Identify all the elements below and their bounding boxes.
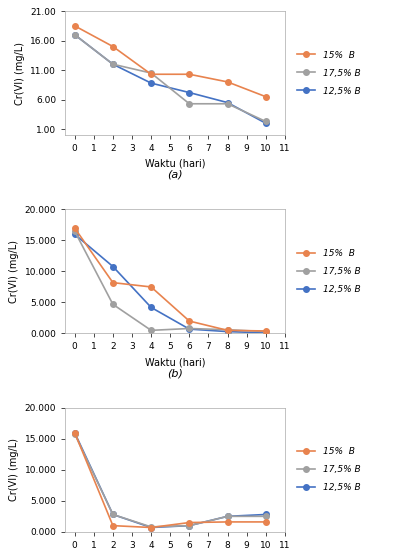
17,5% B [225,100,230,107]
17,5% B [225,326,230,333]
17,5% B [187,522,192,529]
12,5% B [225,329,230,335]
17,5% B [149,524,153,530]
17,5% B [149,327,153,334]
12,5% B [187,326,192,332]
12,5% B [72,231,77,238]
Legend: 15%  B, 17,5% B, 12,5% B: 15% B, 17,5% B, 12,5% B [294,444,364,496]
15%  B [149,71,153,78]
Legend: 15%  B, 17,5% B, 12,5% B: 15% B, 17,5% B, 12,5% B [294,245,364,297]
15%  B [72,23,77,29]
17,5% B [110,511,115,518]
15%  B [263,519,268,525]
17,5% B [263,329,268,335]
Line: 15%  B: 15% B [72,23,269,100]
17,5% B [187,325,192,332]
Text: (b): (b) [167,368,183,378]
15%  B [225,79,230,85]
12,5% B [149,80,153,86]
Legend: 15%  B, 17,5% B, 12,5% B: 15% B, 17,5% B, 12,5% B [294,47,364,99]
12,5% B [110,61,115,68]
15%  B [225,519,230,525]
Line: 15%  B: 15% B [72,225,269,334]
Line: 12,5% B: 12,5% B [72,430,269,530]
12,5% B [263,120,268,126]
17,5% B [110,61,115,68]
12,5% B [149,304,153,311]
12,5% B [225,513,230,520]
Y-axis label: Cr(VI) (mg/L): Cr(VI) (mg/L) [9,438,19,501]
Line: 15%  B: 15% B [72,430,269,530]
12,5% B [110,263,115,270]
12,5% B [225,99,230,106]
15%  B [110,279,115,286]
15%  B [72,225,77,232]
X-axis label: Waktu (hari): Waktu (hari) [145,158,205,168]
15%  B [225,327,230,334]
17,5% B [263,513,268,520]
17,5% B [225,513,230,520]
Text: (a): (a) [167,170,183,179]
15%  B [110,43,115,50]
17,5% B [72,228,77,234]
Line: 12,5% B: 12,5% B [72,232,269,336]
12,5% B [149,524,153,531]
12,5% B [110,511,115,518]
17,5% B [187,100,192,107]
15%  B [149,284,153,290]
Line: 17,5% B: 17,5% B [72,228,269,335]
12,5% B [72,429,77,436]
17,5% B [72,430,77,437]
17,5% B [149,70,153,76]
12,5% B [263,511,268,518]
12,5% B [187,89,192,96]
Line: 17,5% B: 17,5% B [72,32,269,124]
12,5% B [263,330,268,336]
15%  B [263,94,268,100]
15%  B [110,522,115,529]
12,5% B [187,522,192,529]
Line: 17,5% B: 17,5% B [72,431,269,530]
15%  B [187,71,192,78]
15%  B [187,318,192,325]
15%  B [72,429,77,436]
15%  B [187,519,192,526]
17,5% B [263,118,268,125]
Y-axis label: Cr(VI) (mg/L): Cr(VI) (mg/L) [9,240,19,303]
17,5% B [72,32,77,38]
12,5% B [72,32,77,38]
15%  B [263,327,268,334]
Y-axis label: Cr(VI) (mg/L): Cr(VI) (mg/L) [15,42,25,105]
15%  B [149,524,153,531]
17,5% B [110,301,115,307]
X-axis label: Waktu (hari): Waktu (hari) [145,357,205,367]
Line: 12,5% B: 12,5% B [72,32,269,126]
